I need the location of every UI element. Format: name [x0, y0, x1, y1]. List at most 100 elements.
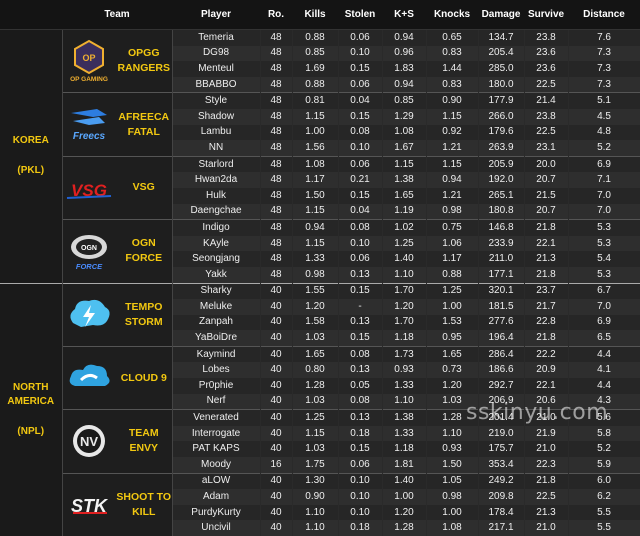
player-name: NN: [172, 140, 261, 157]
stat-kills: 1.03: [292, 330, 339, 347]
stat-kills: 1.15: [292, 235, 339, 252]
stat-knocks: 0.83: [426, 45, 479, 62]
stat-damage: 249.2: [478, 472, 525, 490]
stat-distance: 4.4: [568, 378, 640, 394]
stat-distance: 4.4: [568, 345, 640, 363]
stat-rounds: 40: [260, 393, 293, 410]
stat-distance: 6.9: [568, 314, 640, 331]
stat-rounds: 48: [260, 76, 293, 93]
stat-stolen: 0.08: [338, 393, 383, 410]
stat-kills-plus-stolen: 1.10: [382, 266, 427, 283]
stat-kills: 1.28: [292, 378, 339, 394]
stat-knocks: 1.10: [426, 425, 479, 442]
stat-rounds: 40: [260, 489, 293, 505]
stat-rounds: 48: [260, 92, 293, 109]
shoot-to-kill-logo: STK: [63, 483, 115, 527]
player-name: Temeria: [172, 28, 261, 46]
region-code: (PKL): [17, 165, 45, 177]
stat-stolen: 0.10: [338, 235, 383, 252]
player-name: Shadow: [172, 108, 261, 125]
stat-distance: 5.8: [568, 425, 640, 442]
player-name: Lambu: [172, 124, 261, 141]
stat-stolen: 0.04: [338, 92, 383, 109]
stat-kills-plus-stolen: 1.28: [382, 520, 427, 536]
stat-knocks: 0.93: [426, 441, 479, 458]
stat-knocks: 1.15: [426, 108, 479, 125]
stat-rounds: 48: [260, 203, 293, 220]
region-cell: KOREA (PKL): [0, 29, 63, 283]
table-row: BBABBO 48 0.88 0.06 0.94 0.83 180.0 22.5 7.3: [0, 76, 640, 93]
player-name: aLOW: [172, 472, 261, 490]
stat-kills: 1.17: [292, 172, 339, 188]
player-name: PurdyKurty: [172, 504, 261, 521]
table-row: VSG VSG Starlord 48 1.08 0.06 1.15 1.15 205.9 20.…: [0, 155, 640, 220]
player-name: Hwan2da: [172, 172, 261, 188]
svg-text:OP: OP: [83, 53, 96, 63]
stat-kills-plus-stolen: 1.81: [382, 457, 427, 474]
table-row: Yakk 48 0.98 0.13 1.10 0.88 177.1 21.8 5.3: [0, 266, 640, 283]
stat-kills: 1.00: [292, 124, 339, 141]
stat-damage: 286.4: [478, 345, 525, 363]
team-logo-cell: VSG: [62, 155, 116, 220]
stat-survive: 21.8: [524, 330, 569, 347]
player-name: Kaymind: [172, 345, 261, 363]
header-team: Team: [62, 0, 173, 30]
stat-survive: 21.8: [524, 219, 569, 236]
player-name: Meluke: [172, 299, 261, 315]
stat-kills: 1.03: [292, 441, 339, 458]
stat-survive: 22.1: [524, 378, 569, 394]
stat-rounds: 40: [260, 378, 293, 394]
stat-kills: 0.85: [292, 45, 339, 62]
vsg-logo: VSG: [63, 166, 115, 210]
stat-survive: 21.5: [524, 187, 569, 204]
stat-stolen: 0.10: [338, 489, 383, 505]
stat-survive: 22.8: [524, 314, 569, 331]
stat-damage: 266.0: [478, 108, 525, 125]
stat-rounds: 40: [260, 314, 293, 331]
stat-stolen: 0.15: [338, 61, 383, 77]
stat-knocks: 1.05: [426, 472, 479, 490]
player-name: Venerated: [172, 409, 261, 426]
stat-survive: 23.7: [524, 282, 569, 300]
stat-distance: 7.0: [568, 187, 640, 204]
table-row: Interrogate 40 1.15 0.18 1.33 1.10 219.0 21.9 5.…: [0, 425, 640, 442]
stat-knocks: 1.53: [426, 314, 479, 331]
stat-kills: 1.03: [292, 393, 339, 410]
stat-distance: 5.2: [568, 441, 640, 458]
stat-rounds: 48: [260, 108, 293, 125]
stat-distance: 5.3: [568, 219, 640, 236]
table-row: Uncivil 40 1.10 0.18 1.28 1.08 217.1 21.0 5.5: [0, 520, 640, 536]
stat-stolen: 0.06: [338, 457, 383, 474]
stat-kills-plus-stolen: 1.83: [382, 61, 427, 77]
stat-damage: 233.9: [478, 235, 525, 252]
table-row: Pr0phie 40 1.28 0.05 1.33 1.20 292.7 22.1 4.4: [0, 378, 640, 394]
stat-survive: 22.5: [524, 124, 569, 141]
stat-rounds: 40: [260, 330, 293, 347]
stat-kills: 0.88: [292, 76, 339, 93]
stat-kills: 1.15: [292, 108, 339, 125]
svg-text:OP GAMING: OP GAMING: [70, 76, 108, 83]
stat-rounds: 40: [260, 472, 293, 490]
stat-distance: 5.2: [568, 140, 640, 157]
stat-distance: 5.5: [568, 520, 640, 536]
stat-stolen: 0.06: [338, 76, 383, 93]
stat-kills-plus-stolen: 1.65: [382, 187, 427, 204]
stat-knocks: 0.98: [426, 203, 479, 220]
stat-rounds: 16: [260, 457, 293, 474]
stat-survive: 23.8: [524, 28, 569, 46]
stat-kills: 1.56: [292, 140, 339, 157]
stat-damage: 196.4: [478, 330, 525, 347]
stat-survive: 21.8: [524, 472, 569, 490]
table-row: Hwan2da 48 1.17 0.21 1.38 0.94 192.0 20.7 7.1: [0, 172, 640, 188]
svg-text:OGN: OGN: [81, 245, 97, 252]
table-row: Meluke 40 1.20-1.20 1.00 181.5 21.7 7.0: [0, 299, 640, 315]
header-kills-plus-stolen: K+S: [382, 0, 427, 30]
player-name: Zanpah: [172, 314, 261, 331]
table-row: Seongjang 48 1.33 0.06 1.40 1.17 211.0 21.3 5.4: [0, 251, 640, 267]
stat-rounds: 48: [260, 266, 293, 283]
team-logo-cell: [62, 282, 116, 347]
player-name: BBABBO: [172, 76, 261, 93]
stat-stolen: 0.06: [338, 251, 383, 267]
stat-kills: 1.69: [292, 61, 339, 77]
region-name: KOREA: [12, 135, 49, 147]
